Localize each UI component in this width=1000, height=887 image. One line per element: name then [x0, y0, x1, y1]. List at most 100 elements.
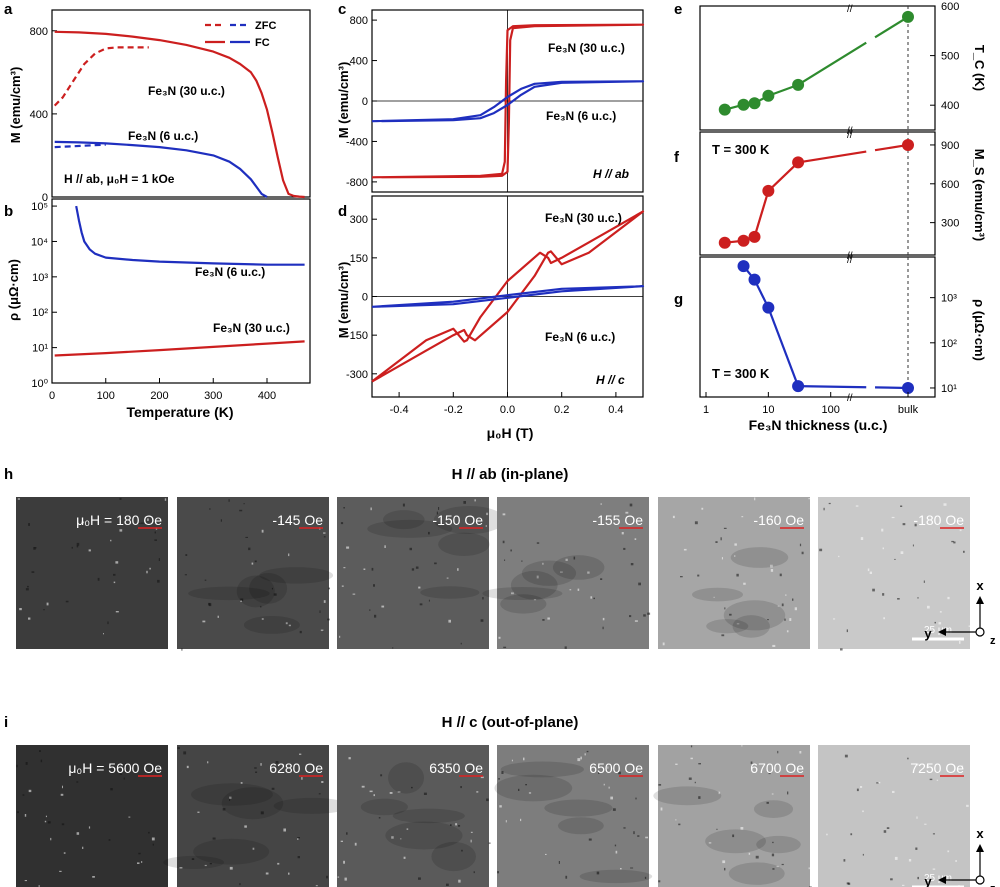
image-speckle [598, 771, 600, 774]
image-speckle [244, 825, 247, 828]
image-speckle [912, 544, 914, 547]
field-label: -180 Oe [913, 512, 964, 528]
image-speckle [897, 598, 900, 600]
image-speckle [736, 573, 739, 577]
x-tick-label-g: 1 [703, 404, 709, 416]
image-speckle [280, 520, 282, 523]
image-speckle [348, 757, 351, 760]
series-line [797, 150, 867, 164]
image-speckle [261, 529, 264, 533]
panel-letter-c: c [338, 1, 346, 18]
image-speckle [573, 556, 576, 560]
image-speckle [900, 551, 904, 554]
image-speckle [963, 550, 965, 553]
x-tick-label-g: 100 [822, 404, 840, 416]
image-speckle [777, 605, 780, 607]
y-tick-label-b: 10⁰ [31, 378, 48, 390]
image-speckle [840, 648, 843, 651]
series-line [54, 143, 106, 149]
image-speckle [968, 625, 972, 627]
image-speckle [869, 571, 872, 574]
image-speckle [88, 549, 91, 552]
domain-region [579, 869, 653, 884]
image-speckle [862, 853, 864, 856]
y-tick-label-c: -400 [346, 136, 368, 148]
image-speckle [318, 793, 321, 795]
image-speckle [239, 509, 243, 512]
image-speckle [374, 614, 377, 618]
image-speckle [723, 527, 727, 529]
x-tick-label-b: 0 [49, 390, 55, 402]
image-speckle [633, 831, 635, 835]
axis-origin [975, 627, 985, 637]
image-speckle [125, 763, 128, 765]
image-speckle [391, 836, 394, 839]
image-speckle [647, 612, 651, 615]
image-speckle [402, 503, 405, 507]
image-speckle [343, 567, 346, 569]
image-speckle [28, 789, 32, 793]
image-speckle [373, 794, 375, 797]
image-speckle [229, 798, 231, 801]
image-speckle [457, 769, 460, 772]
image-speckle [614, 844, 617, 847]
image-speckle [328, 587, 330, 590]
moke-image [337, 497, 489, 649]
arrow-head [976, 596, 984, 604]
y-tick-label-a: 0 [42, 192, 48, 204]
image-speckle [934, 621, 936, 624]
image-speckle [185, 554, 188, 556]
data-point [748, 230, 761, 243]
image-speckle [373, 584, 375, 587]
image-speckle [602, 617, 605, 621]
image-speckle [71, 546, 73, 549]
image-speckle [137, 862, 140, 864]
image-speckle [76, 542, 80, 546]
image-speckle [955, 860, 957, 862]
field-label: 6280 Oe [269, 760, 323, 776]
x-tick-label-g: bulk [898, 404, 919, 416]
image-speckle [770, 569, 774, 572]
image-speckle [76, 781, 79, 783]
image-speckle [734, 555, 736, 557]
image-speckle [607, 766, 609, 769]
image-speckle [927, 765, 929, 768]
image-speckle [690, 757, 693, 760]
image-speckle [76, 545, 79, 548]
image-speckle [208, 602, 211, 606]
moke-image [497, 497, 649, 649]
x-tick-label-d: -0.2 [444, 404, 463, 416]
moke-image [16, 497, 168, 649]
moke-image [337, 745, 489, 887]
domain-region [388, 762, 425, 794]
data-point [792, 380, 805, 393]
image-speckle [936, 779, 939, 781]
image-speckle [789, 618, 792, 621]
series-line [371, 210, 645, 383]
image-speckle [463, 501, 466, 504]
y-tick-label-d: 150 [350, 253, 368, 265]
image-speckle [326, 875, 328, 879]
image-speckle [916, 816, 918, 819]
image-speckle [634, 538, 637, 540]
image-speckle [397, 791, 401, 793]
image-speckle [16, 764, 18, 768]
annotation: T = 300 K [712, 366, 770, 381]
axis-break-mark: // [847, 4, 853, 15]
axis-label-y: y [924, 626, 932, 641]
image-speckle [565, 558, 568, 561]
image-speckle [88, 826, 91, 829]
image-speckle [81, 521, 85, 524]
image-speckle [482, 597, 484, 600]
image-speckle [327, 618, 330, 621]
image-speckle [486, 798, 489, 802]
image-speckle [741, 516, 744, 518]
image-speckle [321, 781, 324, 783]
image-speckle [917, 876, 919, 880]
image-speckle [113, 573, 116, 576]
image-speckle [107, 621, 109, 625]
image-speckle [772, 644, 776, 647]
image-speckle [872, 588, 875, 592]
y-tick-label-d: 300 [350, 214, 368, 226]
moke-image [818, 745, 970, 887]
